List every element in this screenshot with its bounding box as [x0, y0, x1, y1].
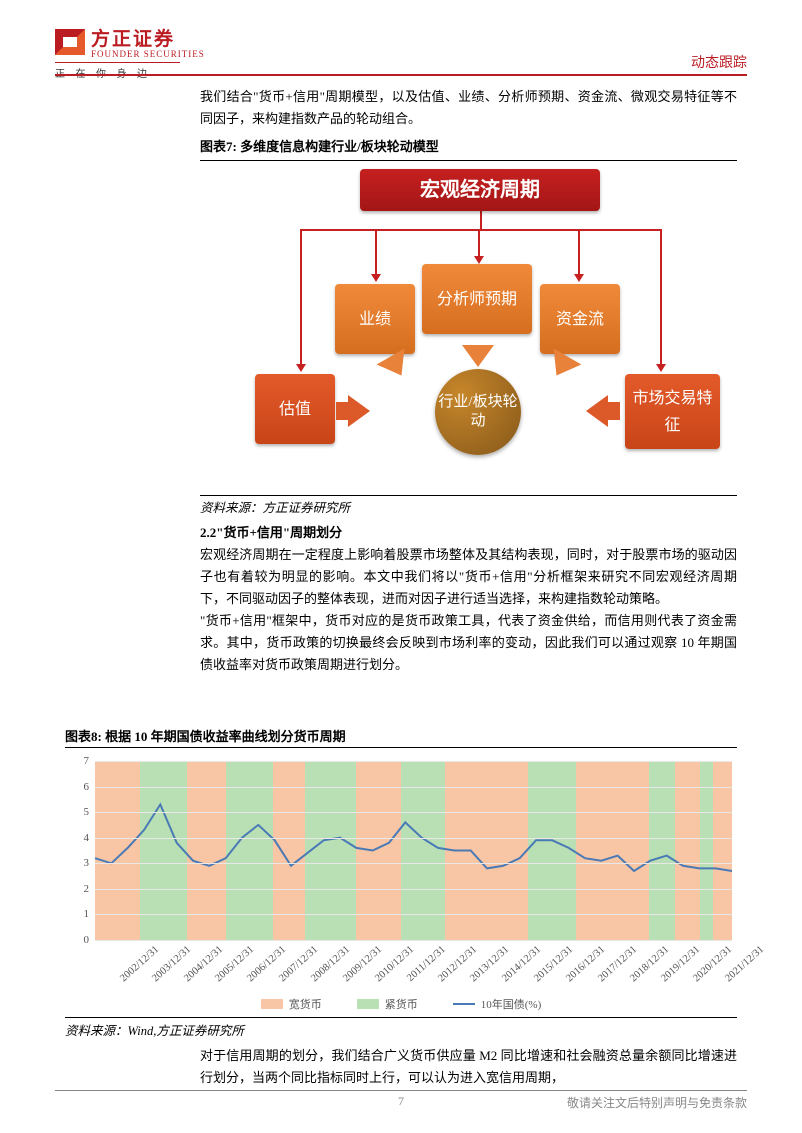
company-name-en: FOUNDER SECURITIES [91, 49, 205, 59]
section-2-2-heading: 2.2"货币+信用"周期划分 [200, 522, 737, 544]
arrow-head-icon [656, 364, 666, 372]
connector-line [375, 229, 377, 274]
arrow-stem [606, 402, 620, 420]
legend-tight-label: 紧货币 [385, 996, 418, 1012]
connector-line [480, 211, 482, 229]
y-axis-tick: 6 [84, 781, 90, 793]
arrow-head-icon [371, 274, 381, 282]
chart-x-axis: 2002/12/312003/12/312004/12/312005/12/31… [95, 944, 732, 996]
y-axis-tick: 2 [84, 883, 90, 895]
y-axis-tick: 7 [84, 755, 90, 767]
page-number: 7 [398, 1094, 404, 1109]
footer-disclaimer: 敬请关注文后特别声明与免责条款 [567, 1094, 747, 1111]
legend-loose-label: 宽货币 [289, 996, 322, 1012]
legend-line-label: 10年国债(%) [481, 996, 542, 1012]
figure7-diagram: 宏观经济周期 业绩 分析师预期 资金流 估值 市场交易特征 行业/板块轮动 [200, 169, 737, 489]
connector-line [300, 229, 302, 364]
node-fund-flow: 资金流 [540, 284, 620, 354]
document-type: 动态跟踪 [691, 52, 747, 72]
section-2-2-para2: "货币+信用"框架中，货币对应的是货币政策工具，代表了资金供给，而信用则代表了资… [200, 610, 737, 676]
arrow-stem [336, 402, 350, 420]
figure7-title: 图表7: 多维度信息构建行业/板块轮动模型 [200, 136, 737, 161]
chart-legend: 宽货币 紧货币 10年国债(%) [65, 996, 737, 1012]
legend-line-icon [453, 1003, 475, 1005]
arrow-icon [586, 395, 608, 427]
y-axis-tick: 0 [84, 934, 90, 946]
arrow-icon [462, 345, 494, 367]
arrow-head-icon [296, 364, 306, 372]
page-header: 方正证券 FOUNDER SECURITIES 正 在 你 身 边 动态跟踪 [55, 24, 747, 80]
connector-bar [300, 229, 660, 231]
arrow-icon [348, 395, 370, 427]
node-analyst-expectation: 分析师预期 [422, 264, 532, 334]
figure7-source: 资料来源：方正证券研究所 [200, 495, 737, 519]
node-sector-rotation: 行业/板块轮动 [435, 369, 521, 455]
header-rule [55, 74, 747, 76]
company-name-cn: 方正证券 [91, 24, 205, 51]
legend-loose-money: 宽货币 [261, 996, 322, 1012]
legend-swatch-icon [357, 999, 379, 1009]
legend-tight-money: 紧货币 [357, 996, 418, 1012]
connector-line [578, 229, 580, 274]
figure8-title: 图表8: 根据 10 年期国债收益率曲线划分货币周期 [65, 726, 737, 748]
arrow-head-icon [474, 256, 484, 264]
section-2-2-para1: 宏观经济周期在一定程度上影响着股票市场整体及其结构表现，同时，对于股票市场的驱动… [200, 544, 737, 610]
figure8-chart: 01234567 2002/12/312003/12/312004/12/312… [65, 756, 737, 1011]
chart-plot-area: 01234567 [95, 761, 732, 941]
arrow-head-icon [574, 274, 584, 282]
logo-block: 方正证券 FOUNDER SECURITIES 正 在 你 身 边 [55, 24, 205, 80]
figure8-source: 资料来源：Wind,方正证券研究所 [65, 1017, 737, 1039]
y-axis-tick: 1 [84, 908, 90, 920]
chart-line-series [95, 761, 732, 940]
logo-icon [55, 29, 85, 55]
y-axis-tick: 3 [84, 857, 90, 869]
y-axis-tick: 4 [84, 832, 90, 844]
company-slogan: 正 在 你 身 边 [55, 62, 180, 80]
legend-bond-line: 10年国债(%) [453, 996, 542, 1012]
body-column: 我们结合"货币+信用"周期模型，以及估值、业绩、分析师预期、资金流、微观交易特征… [200, 86, 737, 676]
page-footer: 7 敬请关注文后特别声明与免责条款 [55, 1090, 747, 1111]
y-axis-tick: 5 [84, 806, 90, 818]
node-market-trading: 市场交易特征 [625, 374, 720, 449]
closing-paragraph: 对于信用周期的划分，我们结合广义货币供应量 M2 同比增速和社会融资总量余额同比… [200, 1045, 737, 1089]
node-macro-cycle: 宏观经济周期 [360, 169, 600, 211]
intro-paragraph: 我们结合"货币+信用"周期模型，以及估值、业绩、分析师预期、资金流、微观交易特征… [200, 86, 737, 130]
node-valuation: 估值 [255, 374, 335, 444]
figure8-section: 图表8: 根据 10 年期国债收益率曲线划分货币周期 01234567 2002… [65, 720, 737, 1039]
node-performance: 业绩 [335, 284, 415, 354]
legend-swatch-icon [261, 999, 283, 1009]
connector-line [478, 229, 480, 256]
connector-line [660, 229, 662, 364]
